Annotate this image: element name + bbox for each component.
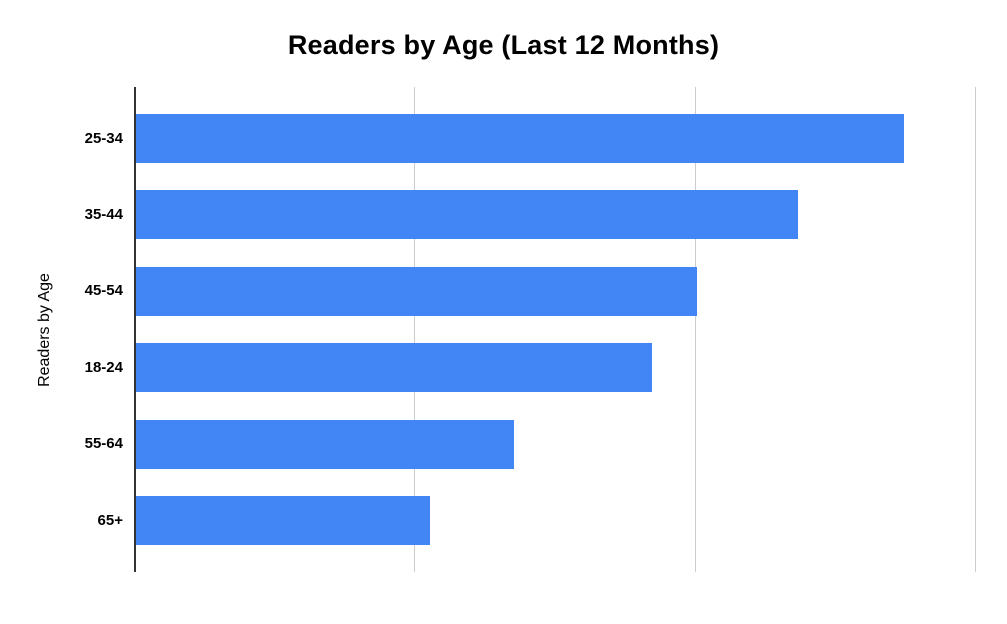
bar-35-44 — [136, 190, 798, 240]
x-gridline — [975, 87, 976, 572]
bar-55-64 — [136, 419, 515, 469]
bar-25-34 — [136, 114, 905, 163]
category-label: 18-24 — [84, 358, 123, 376]
category-label: 35-44 — [84, 205, 123, 223]
plot-area — [134, 87, 976, 572]
category-label: 65+ — [97, 511, 123, 529]
category-label: 45-54 — [84, 282, 123, 300]
bar-45-54 — [136, 266, 697, 316]
x-gridline — [694, 87, 696, 572]
category-axis-labels: 25-34 35-44 45-54 18-24 55-64 65+ — [0, 87, 123, 572]
category-label: 55-64 — [84, 435, 123, 453]
bar-65+ — [136, 496, 431, 545]
y-axis-line — [134, 87, 136, 572]
chart-title: Readers by Age (Last 12 Months) — [287, 30, 720, 60]
category-label: 25-34 — [84, 129, 123, 147]
bar-18-24 — [136, 343, 652, 393]
x-gridline — [414, 87, 416, 572]
